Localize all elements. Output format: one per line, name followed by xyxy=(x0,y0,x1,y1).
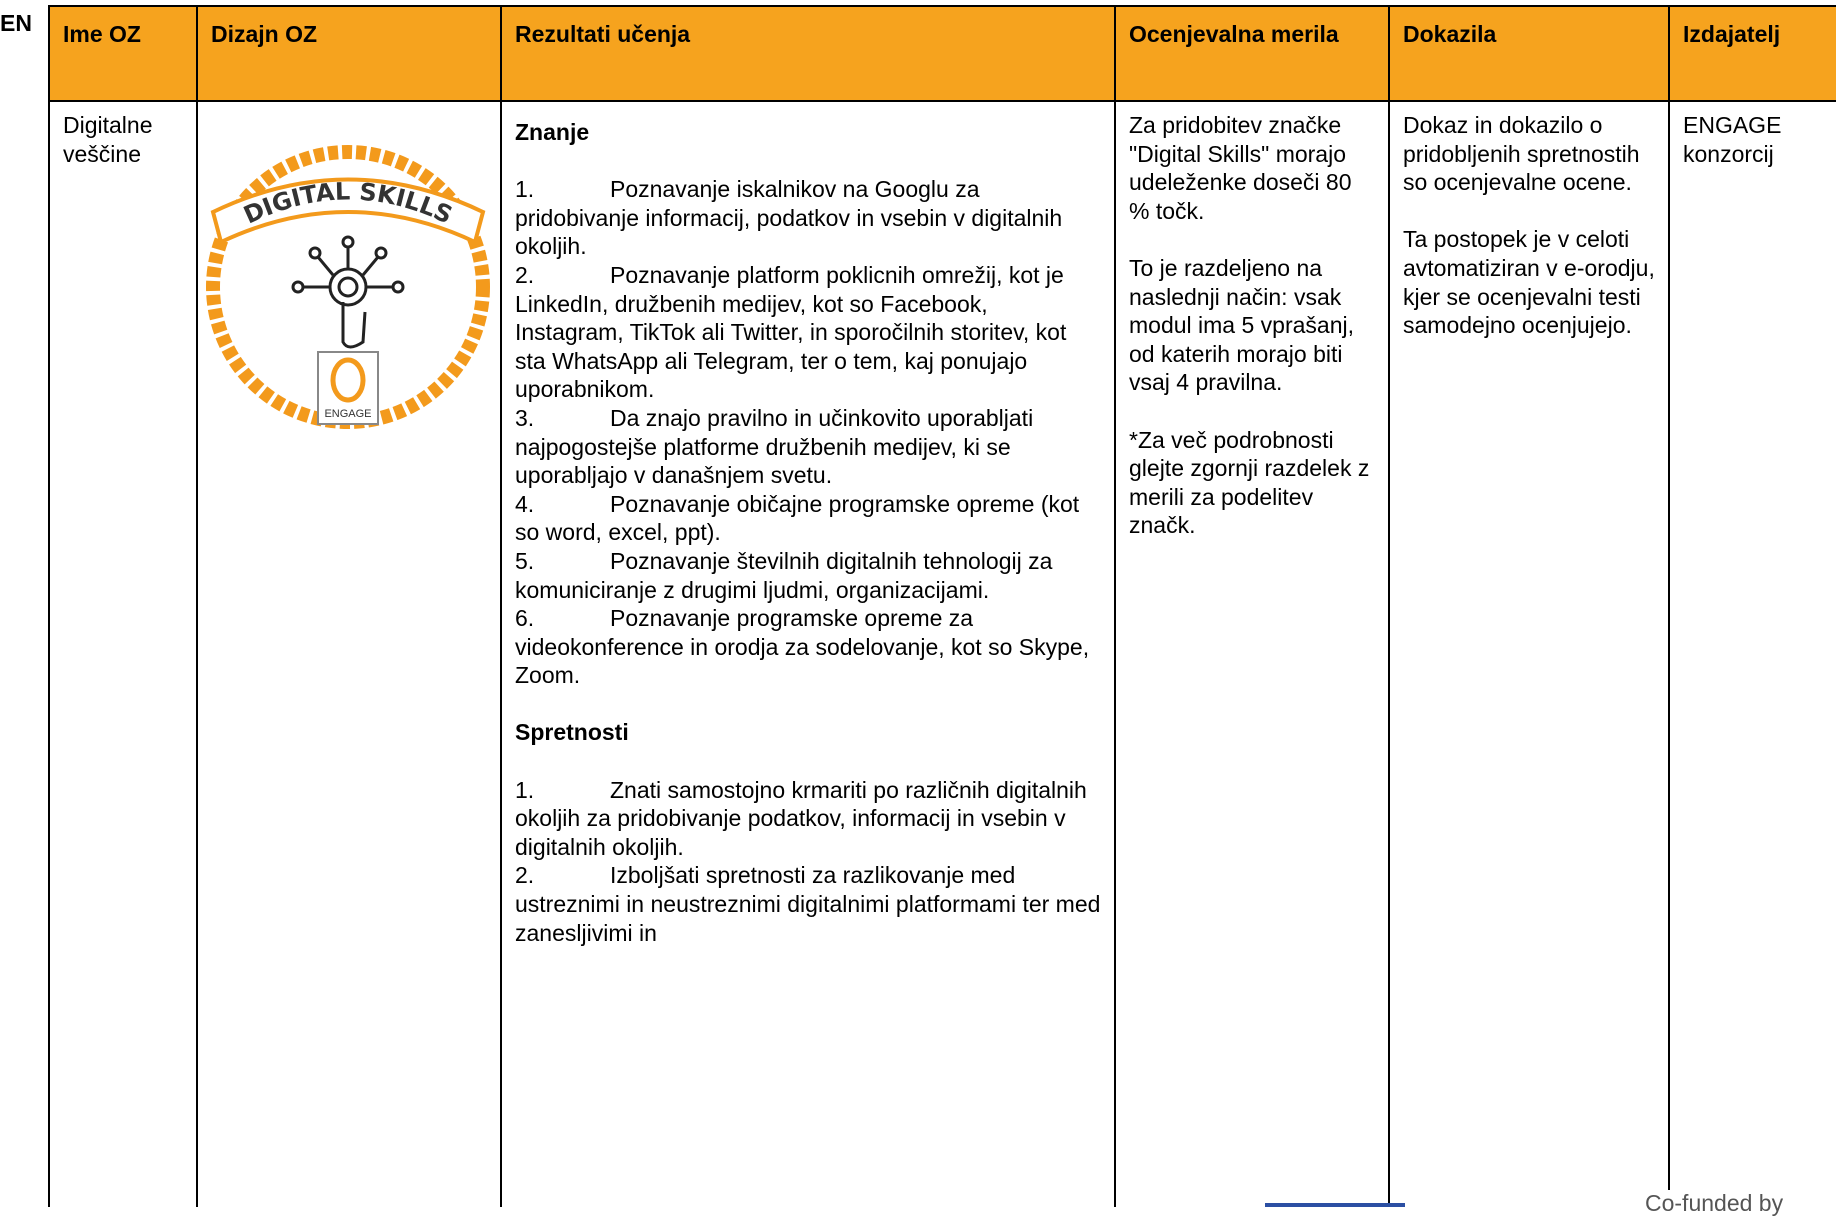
list-item: 2. Izboljšati spretnosti za razlikovanje … xyxy=(515,861,1101,947)
border xyxy=(196,6,198,1207)
list-item: 5. Poznavanje številnih digitalnih tehnol… xyxy=(515,547,1101,604)
logo-box xyxy=(317,351,379,425)
header-cell: Ocenjevalna merila xyxy=(1115,6,1389,101)
item-text: Poznavanje programske opreme za videokon… xyxy=(515,605,1090,689)
item-number: 4. xyxy=(515,490,535,517)
footer-text: Co-funded by xyxy=(1645,1190,1784,1217)
badge-inner xyxy=(228,167,468,407)
list-item: 1. Poznavanje iskalnikov na Googlu za pri… xyxy=(515,175,1101,261)
header-cell: Rezultati učenja xyxy=(501,6,1115,101)
list-item: 1. Znati samostojno krmariti po različnih… xyxy=(515,776,1101,862)
item-number: 1. xyxy=(515,776,535,803)
border xyxy=(48,100,1836,102)
paragraph: *Za več podrobnosti glejte zgornji razde… xyxy=(1129,426,1370,539)
item-text: Znati samostojno krmariti po različnih d… xyxy=(515,776,1087,860)
item-text: Poznavanje številnih digitalnih tehnolog… xyxy=(515,547,1053,603)
header-cell: Dokazila xyxy=(1389,6,1669,101)
list-item: 2. Poznavanje platform poklicnih omrežij,… xyxy=(515,261,1101,404)
item-number: 1. xyxy=(515,176,535,203)
item-list: 1. Poznavanje iskalnikov na Googlu za pri… xyxy=(515,175,1101,690)
badge-cell: DIGITAL SKILLS ENGAGE xyxy=(197,101,501,1207)
item-text: Poznavanje platform poklicnih omrežij, k… xyxy=(515,261,1067,403)
list-item: 6. Poznavanje programske opreme za videok… xyxy=(515,604,1101,690)
evidence-cell: Dokaz in dokazilo o pridobljenih spretno… xyxy=(1389,101,1669,1207)
cut-heading: EN xyxy=(0,10,32,36)
issuer-cell: ENGAGE konzorcij xyxy=(1683,112,1782,167)
item-number: 5. xyxy=(515,547,535,574)
item-text: Izboljšati spretnosti za razlikovanje me… xyxy=(515,862,1101,946)
eu-flag-edge xyxy=(1265,1203,1405,1207)
item-text: Poznavanje iskalnikov na Googlu za prido… xyxy=(515,176,1063,260)
header-cell: Ime OZ xyxy=(49,6,197,101)
header-cell: Izdajatelj xyxy=(1669,6,1836,101)
badge: DIGITAL SKILLS ENGAGE xyxy=(206,145,490,429)
item-number: 3. xyxy=(515,404,535,431)
item-number: 2. xyxy=(515,261,535,288)
border xyxy=(500,6,502,1207)
header-cell: Dizajn OZ xyxy=(197,6,501,101)
badge-ribbon xyxy=(210,177,486,245)
item-list: 1. Znati samostojno krmariti po različnih… xyxy=(515,776,1101,948)
border xyxy=(1388,6,1390,1207)
paragraph: Dokaz in dokazilo o pridobljenih spretno… xyxy=(1403,112,1640,196)
item-number: 2. xyxy=(515,862,535,889)
section-heading: Spretnosti xyxy=(515,719,629,746)
border xyxy=(48,6,50,1207)
paragraph: To je razdeljeno na naslednji način: vsa… xyxy=(1129,254,1354,396)
name-cell: Digitalne veščine xyxy=(63,112,153,167)
border xyxy=(48,5,1836,7)
list-item: 4. Poznavanje običajne programske opreme … xyxy=(515,490,1101,547)
logo-text: ENGAGE xyxy=(324,408,371,420)
section-heading: Znanje xyxy=(515,119,590,145)
badge-icon xyxy=(291,235,405,349)
list-item: 3. Da znajo pravilno in učinkovito uporab… xyxy=(515,404,1101,490)
results-cell: Znanje 1. Poznavanje iskalnikov na Googlu … xyxy=(501,101,1115,1207)
border xyxy=(1114,6,1116,1207)
item-text: Poznavanje običajne programske opreme (k… xyxy=(515,490,1080,546)
criteria-cell: Za pridobitev značke "Digital Skills" mo… xyxy=(1115,101,1389,1207)
paragraph: Ta postopek je v celoti avtomatiziran v … xyxy=(1403,226,1655,339)
item-text: Da znajo pravilno in učinkovito uporablj… xyxy=(515,404,1034,489)
border xyxy=(1668,6,1670,1207)
logo-flame xyxy=(330,357,366,403)
paragraph: Za pridobitev značke "Digital Skills" mo… xyxy=(1129,112,1352,224)
item-number: 6. xyxy=(515,605,535,632)
